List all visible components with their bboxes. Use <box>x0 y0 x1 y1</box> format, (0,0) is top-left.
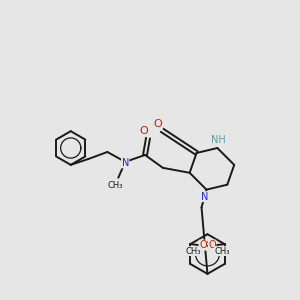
Text: O: O <box>208 240 216 250</box>
Text: O: O <box>140 126 148 136</box>
Text: O: O <box>199 240 207 250</box>
Text: CH₃: CH₃ <box>214 247 230 256</box>
Text: N: N <box>122 158 129 168</box>
Text: CH₃: CH₃ <box>108 181 123 190</box>
Text: NH: NH <box>211 135 226 145</box>
Text: O: O <box>154 119 162 129</box>
Text: CH₃: CH₃ <box>185 247 201 256</box>
Text: N: N <box>201 192 208 202</box>
